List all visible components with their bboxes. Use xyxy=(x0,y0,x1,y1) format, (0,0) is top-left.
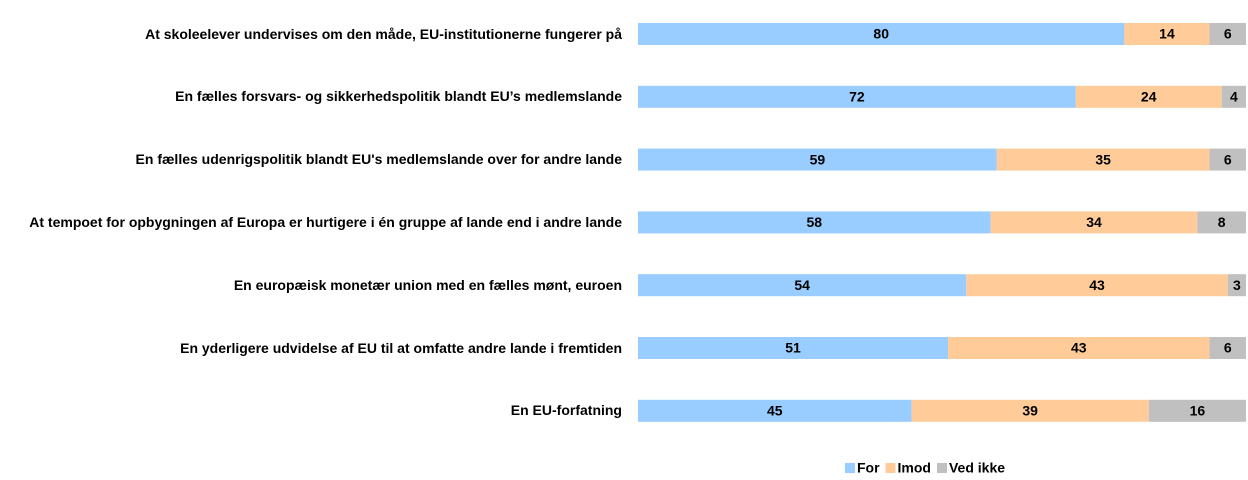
value-label: 14 xyxy=(1159,26,1175,42)
value-label: 43 xyxy=(1089,277,1105,293)
bar-segment xyxy=(990,211,1198,234)
value-label: 51 xyxy=(785,340,801,356)
value-label: 16 xyxy=(1190,403,1206,419)
legend-label: For xyxy=(857,460,880,476)
value-label: 43 xyxy=(1071,340,1087,356)
bar-segment xyxy=(638,211,991,234)
value-label: 3 xyxy=(1233,277,1241,293)
value-label: 35 xyxy=(1095,151,1111,167)
category-label: En EU-forfatning xyxy=(510,402,622,419)
value-label: 45 xyxy=(767,403,783,419)
value-label: 58 xyxy=(807,214,823,230)
bar-segment xyxy=(966,274,1228,297)
bar-segment xyxy=(638,274,967,297)
legend-swatch xyxy=(844,463,855,473)
legend-label: Imod xyxy=(898,460,931,476)
value-label: 39 xyxy=(1022,403,1038,419)
bar-segment xyxy=(638,399,912,422)
value-label: 54 xyxy=(794,277,810,293)
bar-segment xyxy=(948,337,1210,359)
category-label: At tempoet for opbygningen af Europa er … xyxy=(29,213,622,230)
bar-segment xyxy=(1209,148,1246,171)
bar-segment xyxy=(911,399,1149,422)
bar-segment xyxy=(1221,85,1246,108)
bar-segment xyxy=(1209,23,1246,45)
value-label: 8 xyxy=(1218,214,1226,230)
value-label: 34 xyxy=(1086,214,1102,230)
bar-segment xyxy=(1075,85,1222,108)
value-label: 80 xyxy=(873,26,889,42)
value-label: 4 xyxy=(1230,89,1238,105)
legend-swatch xyxy=(936,463,947,473)
bar-segment xyxy=(1124,23,1210,45)
value-label: 6 xyxy=(1224,26,1232,42)
legend-label: Ved ikke xyxy=(949,460,1005,476)
value-label: 24 xyxy=(1141,89,1157,105)
legend-swatch xyxy=(885,463,896,473)
bar-segment xyxy=(638,85,1076,108)
category-label: En yderligere udvidelse af EU til at omf… xyxy=(180,339,622,356)
value-label: 72 xyxy=(849,89,865,105)
category-label: En fælles forsvars- og sikkerhedspolitik… xyxy=(175,88,622,105)
bar-segment xyxy=(996,148,1210,171)
bar-segment xyxy=(638,148,997,171)
bar-segment xyxy=(638,337,949,359)
bar-segment xyxy=(1209,337,1246,359)
value-label: 59 xyxy=(810,151,826,167)
category-label: En fælles udenrigspolitik blandt EU's me… xyxy=(135,151,622,168)
category-label: En europæisk monetær union med en fælles… xyxy=(233,276,622,293)
bar-segment xyxy=(638,23,1125,45)
bar-segment xyxy=(1197,211,1246,234)
bar-segment xyxy=(1227,274,1246,297)
bar-segment xyxy=(1148,399,1246,422)
category-label: At skoleelever undervises om den måde, E… xyxy=(145,25,622,42)
value-label: 6 xyxy=(1224,340,1232,356)
value-label: 6 xyxy=(1224,151,1232,167)
